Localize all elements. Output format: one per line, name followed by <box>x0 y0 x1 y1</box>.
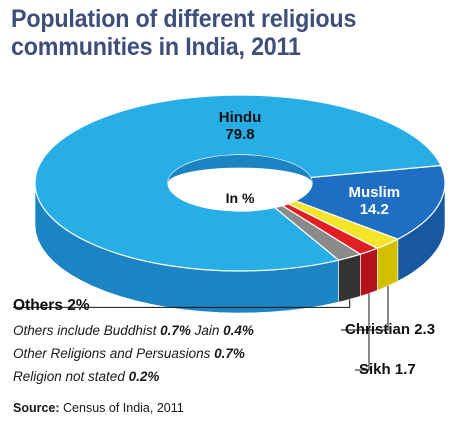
slice-value-muslim: 14.2 <box>360 201 389 218</box>
callout-line-others <box>13 299 351 308</box>
sikh-label: Sikh 1.7 <box>359 361 416 378</box>
others-label-name: Others <box>13 297 63 314</box>
center-label: In % <box>226 190 255 206</box>
slice-side-sikh <box>360 247 378 297</box>
jain-value: 0.4% <box>223 323 254 338</box>
buddhist-value: 0.7% <box>160 323 191 338</box>
chart-title: Population of different religious commun… <box>11 5 420 61</box>
sikh-label-value: 1.7 <box>395 361 416 378</box>
not-stated-value: 0.2% <box>128 369 160 384</box>
christian-label: Christian 2.3 <box>345 321 435 338</box>
others-note-line-1: Others include Buddhist 0.7% Jain 0.4% <box>13 323 254 338</box>
chart-title-line-1: Population of different religious <box>11 5 357 33</box>
other-religions-value: 0.7% <box>214 346 245 361</box>
others-note-line-3: Religion not stated 0.2% <box>13 369 160 384</box>
callout-line-christian <box>341 285 389 331</box>
others-label-value: 2% <box>67 297 90 314</box>
source-text: Census of India, 2011 <box>59 401 184 415</box>
sikh-label-name: Sikh <box>359 361 391 378</box>
christian-label-value: 2.3 <box>414 321 435 338</box>
slice-value-hindu: 79.8 <box>225 126 254 143</box>
callout-lines <box>13 285 389 371</box>
donut-tops <box>34 94 446 272</box>
slice-side-others <box>338 253 361 303</box>
others-label: Others 2% <box>13 297 90 314</box>
donut-hole-shade <box>168 155 312 183</box>
source-note: Source: Census of India, 2011 <box>13 401 184 415</box>
callout-line-sikh <box>355 293 370 371</box>
slice-label-hindu: Hindu <box>219 109 262 126</box>
chart-title-line-2: communities in India, 2011 <box>11 33 301 61</box>
source-label: Source: <box>13 401 60 415</box>
slice-label-muslim: Muslim <box>348 184 400 201</box>
christian-label-name: Christian <box>345 321 410 338</box>
others-note-line-2: Other Religions and Persuasions 0.7% <box>13 346 245 361</box>
